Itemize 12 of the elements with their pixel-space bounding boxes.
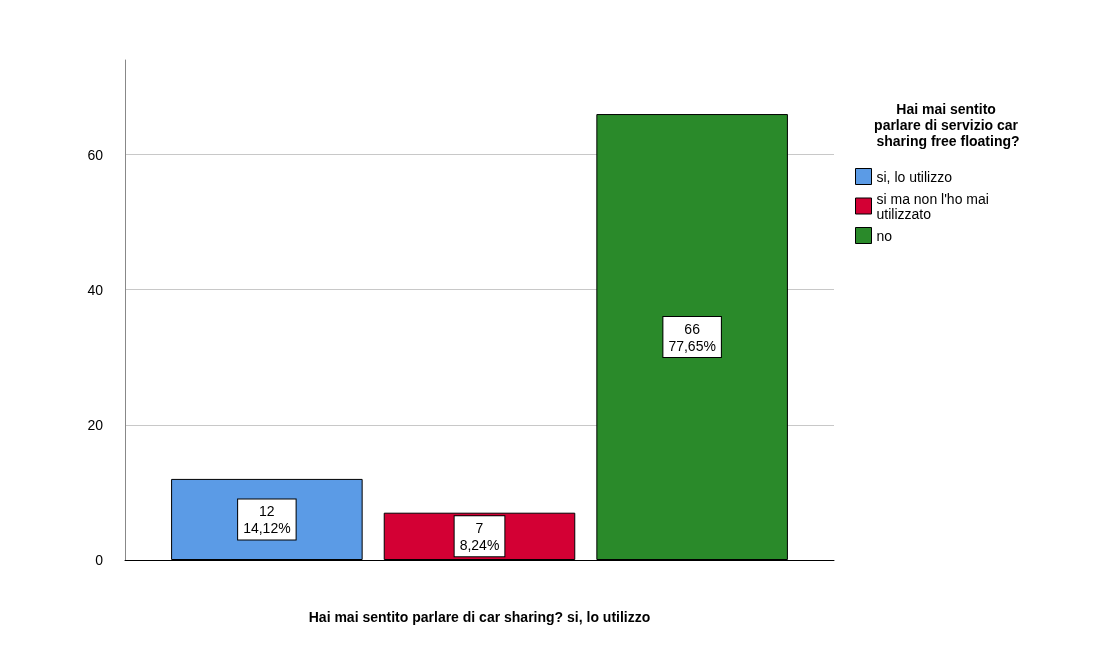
data-label: 7 8,24% — [459, 519, 500, 553]
x-axis-title: Hai mai sentito parlare di car sharing? si, lo utilizzo — [308, 609, 651, 625]
y-tick-label: 0 — [95, 552, 104, 568]
data-label: 12 14,12% — [243, 502, 291, 536]
legend-label: no — [876, 227, 893, 244]
y-tick-label: 60 — [87, 146, 104, 163]
y-tick-label: 40 — [87, 281, 104, 298]
y-tick-label: 20 — [87, 416, 104, 433]
legend-label: si, lo utilizzo — [876, 168, 953, 185]
data-label: 66 77,65% — [668, 320, 716, 354]
legend-title: Hai mai sentito parlare di servizio car sharing free floating? — [874, 101, 1022, 149]
legend-label: si ma non l'ho mai utilizzato — [876, 190, 993, 222]
